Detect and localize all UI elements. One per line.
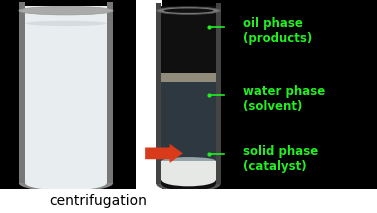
Ellipse shape [19,6,113,15]
Bar [25,6,107,183]
Ellipse shape [19,175,113,192]
Ellipse shape [156,177,221,192]
Text: centrifugation: centrifugation [49,194,147,208]
FancyBboxPatch shape [136,0,162,189]
Bar [161,73,216,82]
Bar [156,11,221,184]
Ellipse shape [161,157,216,164]
Bar [19,2,25,183]
Bar [216,3,221,184]
Bar [156,3,161,184]
FancyArrow shape [145,144,183,163]
Bar [19,11,113,183]
Bar [161,161,216,180]
Ellipse shape [25,176,107,190]
Text: water phase
(solvent): water phase (solvent) [243,85,325,113]
FancyBboxPatch shape [0,189,377,213]
Ellipse shape [161,178,216,191]
Text: solid phase
(catalyst): solid phase (catalyst) [243,145,319,173]
Bar [161,6,216,184]
Ellipse shape [156,7,221,14]
Text: oil phase
(products): oil phase (products) [243,17,313,45]
Bar [161,82,216,161]
Ellipse shape [161,174,216,186]
Ellipse shape [164,8,213,13]
Ellipse shape [25,21,107,26]
Bar [107,2,113,183]
Ellipse shape [29,8,103,13]
